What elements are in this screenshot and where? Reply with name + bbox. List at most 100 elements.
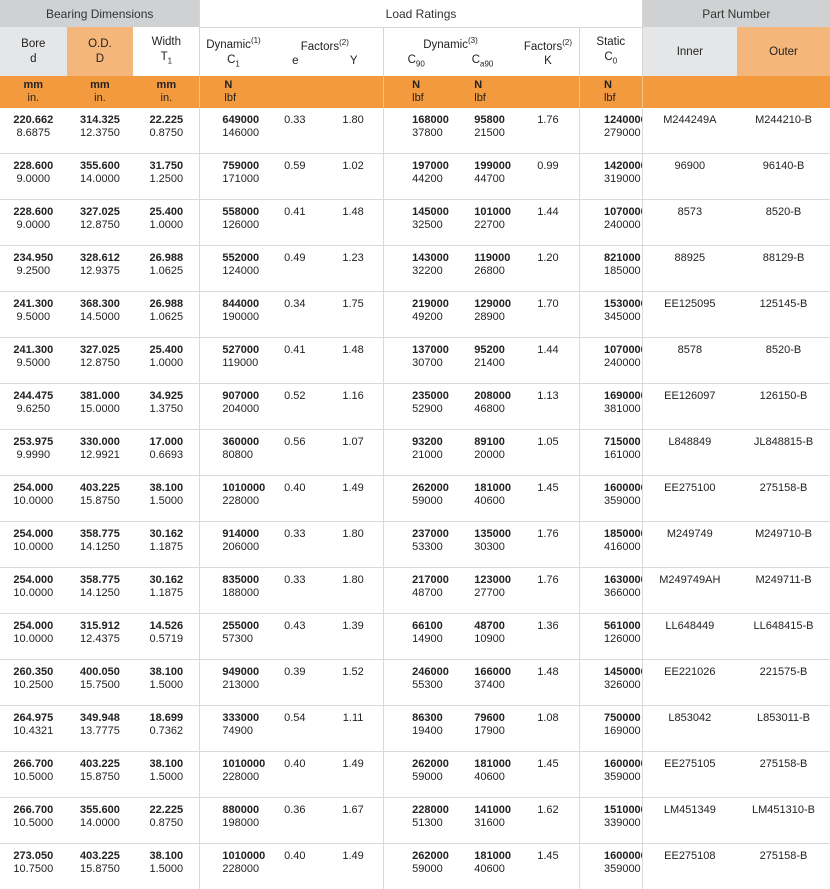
e-cell: 0.54	[267, 706, 324, 752]
k-cell: 1.48	[517, 660, 580, 706]
k-header: K	[517, 54, 579, 69]
dynamic1-header: Dynamic(1) C1	[200, 28, 267, 77]
od-header: O.D. D	[67, 27, 134, 76]
y-cell: 1.80	[323, 108, 384, 154]
y-cell: 1.02	[323, 154, 384, 200]
y-cell: 1.16	[323, 384, 384, 430]
y-cell: 1.11	[323, 706, 384, 752]
inner-cell: 8573	[642, 200, 737, 246]
outer-cell: 8520-B	[737, 338, 830, 384]
c0-cell: 1690000381000	[579, 384, 642, 430]
inner-cell: EE125095	[642, 292, 737, 338]
k-cell: 1.44	[517, 200, 580, 246]
static-header: Static C0	[579, 28, 642, 77]
k-cell: 1.05	[517, 430, 580, 476]
y-cell: 1.80	[323, 568, 384, 614]
inner-cell: 96900	[642, 154, 737, 200]
k-cell: 1.36	[517, 614, 580, 660]
outer-cell: M249710-B	[737, 522, 830, 568]
c0-cell: 1420000319000	[579, 154, 642, 200]
outer-header: Outer	[737, 27, 830, 76]
bore-symbol: d	[0, 52, 67, 67]
outer-cell: 125145-B	[737, 292, 830, 338]
factors2-header: Factors(2) K	[517, 28, 580, 77]
y-cell: 1.49	[323, 844, 384, 889]
k-cell: 1.45	[517, 752, 580, 798]
y-cell: 1.07	[323, 430, 384, 476]
k-cell: 1.08	[517, 706, 580, 752]
e-cell: 0.41	[267, 338, 324, 384]
outer-cell: L853011-B	[737, 706, 830, 752]
bore-header: Bore d	[0, 27, 67, 76]
e-cell: 0.40	[267, 752, 324, 798]
outer-cell: 8520-B	[737, 200, 830, 246]
k-cell: 1.20	[517, 246, 580, 292]
outer-cell: JL848815-B	[737, 430, 830, 476]
k-cell: 1.70	[517, 292, 580, 338]
k-cell: 0.99	[517, 154, 580, 200]
bore-label: Bore	[0, 37, 67, 52]
outer-cell: 221575-B	[737, 660, 830, 706]
outer-cell: LL648415-B	[737, 614, 830, 660]
e-cell: 0.49	[267, 246, 324, 292]
k-cell: 1.76	[517, 568, 580, 614]
inner-cell: L853042	[642, 706, 737, 752]
c0-cell: 1450000326000	[579, 660, 642, 706]
c0-cell: 1630000366000	[579, 568, 642, 614]
outer-cell: 275158-B	[737, 844, 830, 889]
inner-cell: LL648449	[642, 614, 737, 660]
part-number-header: Part Number	[642, 0, 830, 27]
inner-cell: M249749	[642, 522, 737, 568]
outer-cell: 126150-B	[737, 384, 830, 430]
width-symbol: T1	[133, 50, 199, 68]
e-cell: 0.39	[267, 660, 324, 706]
y-cell: 1.48	[323, 200, 384, 246]
y-cell: 1.39	[323, 614, 384, 660]
